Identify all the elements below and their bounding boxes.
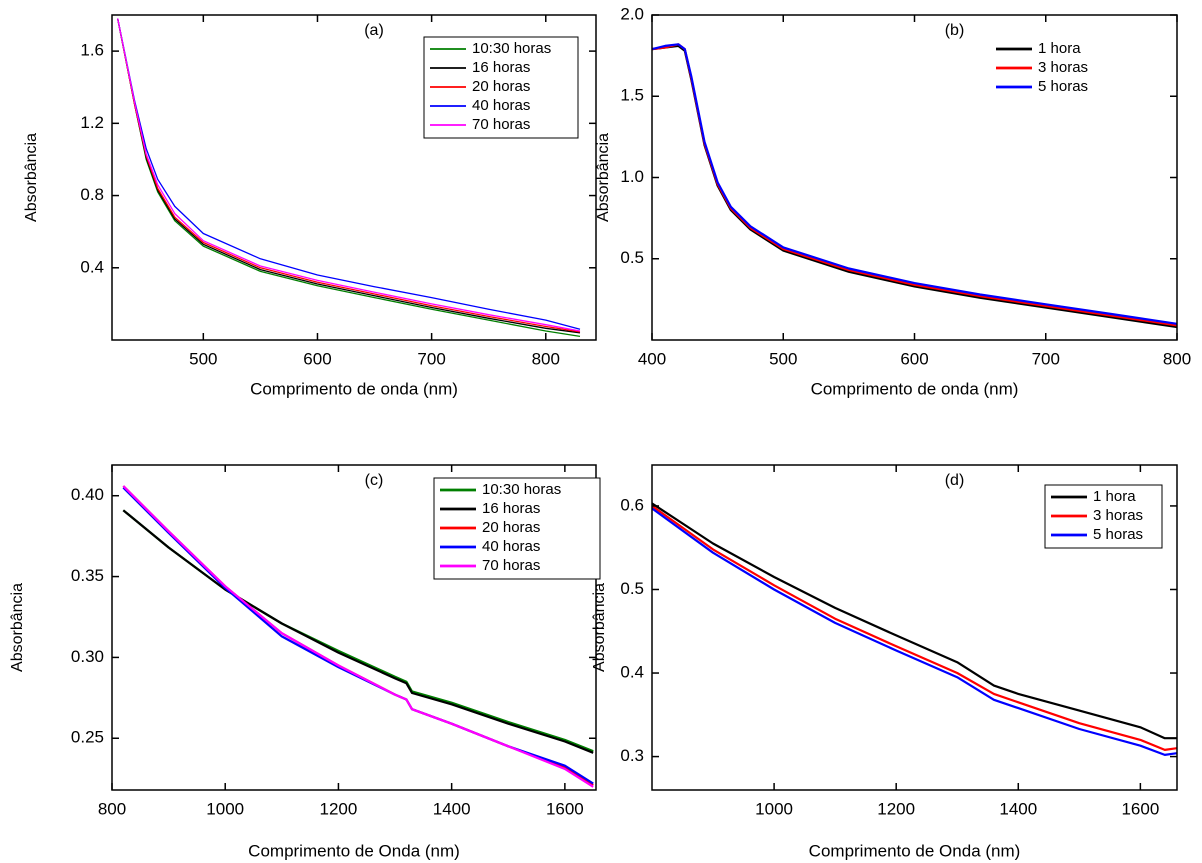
y-tick-label: 1.0 (620, 167, 644, 186)
x-tick-label: 1000 (206, 799, 244, 818)
x-axis-title: Comprimento de onda (nm) (250, 379, 458, 398)
legend-label: 16 horas (472, 59, 530, 76)
y-axis-title: Absorbância (595, 133, 612, 222)
legend: 1 hora 3 horas 5 horas (996, 40, 1088, 95)
legend-label: 70 horas (482, 557, 540, 574)
series-line (122, 485, 594, 788)
x-axis-title: Comprimento de Onda (nm) (248, 841, 460, 860)
legend-label: 1 hora (1093, 488, 1136, 505)
series-line (117, 18, 581, 330)
plot-frame (651, 14, 1178, 341)
series-line (122, 509, 594, 754)
y-tick-label: 0.40 (71, 485, 104, 504)
x-tick-label: 600 (303, 349, 331, 368)
x-tick-label: 500 (189, 349, 217, 368)
panel-label: (b) (945, 22, 965, 39)
x-tick-label: 400 (638, 349, 666, 368)
legend: 10:30 horas 16 horas 20 horas 40 horas 70 ho… (433, 477, 601, 580)
y-tick-label: 0.3 (620, 746, 644, 765)
legend: 10:30 horas 16 horas 20 horas 40 horas 70 ho… (423, 36, 579, 139)
legend-label: 40 horas (472, 97, 530, 114)
x-tick-label: 700 (417, 349, 445, 368)
y-tick-label: 0.25 (71, 728, 104, 747)
y-axis-title: Absorbância (9, 583, 26, 672)
y-tick-label: 1.6 (80, 41, 104, 60)
panel-label: (d) (945, 472, 965, 489)
y-tick-label: 1.2 (80, 113, 104, 132)
legend-label: 40 horas (482, 538, 540, 555)
panel: 800 1000 1200 1400 1600 0.25 0.30 0.35 0.40 Compr… (9, 464, 601, 860)
series-line (117, 18, 581, 332)
y-tick-label: 2.0 (620, 4, 644, 23)
panel: 500 600 700 800 0.4 0.8 1.2 1.6 Comprimento de o… (23, 14, 597, 398)
legend-label: 3 horas (1038, 59, 1088, 76)
y-tick-label: 0.5 (620, 248, 644, 267)
x-tick-label: 800 (532, 349, 560, 368)
y-tick-label: 0.4 (620, 663, 644, 682)
y-tick-label: 0.4 (80, 257, 104, 276)
legend: 1 hora 3 horas 5 horas (1044, 484, 1163, 549)
y-axis-title: Absorbância (591, 583, 608, 672)
series-line (652, 505, 1177, 751)
plot-frame (111, 14, 597, 341)
panel: 400 500 600 700 800 0.5 1.0 1.5 2.0 Comprimento d… (595, 4, 1191, 398)
x-tick-label: 1200 (877, 799, 915, 818)
series-line (652, 44, 1177, 329)
x-tick-label: 600 (900, 349, 928, 368)
legend-label: 5 horas (1038, 78, 1088, 95)
legend-label: 20 horas (482, 519, 540, 536)
y-tick-label: 0.8 (80, 185, 104, 204)
y-tick-label: 0.30 (71, 647, 104, 666)
x-tick-label: 1000 (755, 799, 793, 818)
x-tick-label: 800 (1163, 349, 1191, 368)
legend-label: 70 horas (472, 116, 530, 133)
x-tick-label: 700 (1032, 349, 1060, 368)
x-tick-label: 1400 (433, 799, 471, 818)
series-line (652, 507, 1177, 756)
x-tick-label: 1400 (999, 799, 1037, 818)
y-tick-label: 1.5 (620, 86, 644, 105)
x-tick-label: 500 (769, 349, 797, 368)
series-line (652, 43, 1177, 325)
y-tick-label: 0.5 (620, 579, 644, 598)
x-axis-title: Comprimento de onda (nm) (811, 379, 1019, 398)
legend-label: 3 horas (1093, 507, 1143, 524)
series-line (652, 502, 1177, 740)
panel-label: (a) (364, 22, 384, 39)
y-axis-title: Absorbância (23, 133, 40, 222)
plot-frame (111, 464, 597, 791)
x-axis-title: Comprimento de Onda (nm) (809, 841, 1021, 860)
plot-frame (651, 464, 1178, 791)
panel: 1000 1200 1400 1600 0.3 0.4 0.5 0.6 Comprimento … (591, 464, 1178, 860)
legend-label: 20 horas (472, 78, 530, 95)
legend-label: 16 horas (482, 500, 540, 517)
legend-label: 5 horas (1093, 526, 1143, 543)
legend-label: 10:30 horas (472, 40, 551, 57)
panel-label: (c) (365, 472, 384, 489)
x-tick-label: 800 (98, 799, 126, 818)
x-tick-label: 1600 (1121, 799, 1159, 818)
y-tick-label: 0.6 (620, 495, 644, 514)
legend-label: 10:30 horas (482, 481, 561, 498)
legend-label: 1 hora (1038, 40, 1081, 57)
y-tick-label: 0.35 (71, 566, 104, 585)
x-tick-label: 1200 (320, 799, 358, 818)
x-tick-label: 1600 (546, 799, 584, 818)
